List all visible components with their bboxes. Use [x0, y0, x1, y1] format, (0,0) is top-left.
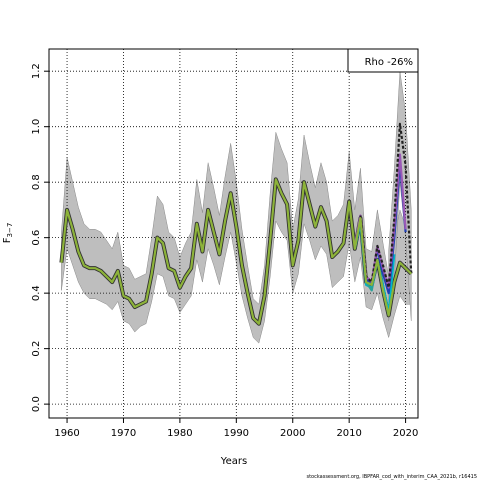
footer-credit: stockassessment.org, IBPFAR_cod_with_int…	[306, 474, 477, 480]
y-axis-title-main: F	[2, 237, 13, 243]
legend-box	[347, 48, 419, 73]
y-tick-label: 0.0	[31, 396, 42, 412]
x-tick-label: 1970	[111, 428, 136, 439]
series-line-main	[60, 178, 413, 325]
y-axis-title-sub: 3−7	[6, 223, 14, 238]
y-tick-label: 0.2	[31, 341, 42, 357]
x-axis-title: Years	[220, 456, 247, 467]
x-tick-label: 1980	[167, 428, 192, 439]
y-axis-title: F3−7	[2, 223, 14, 244]
confidence-bands	[61, 71, 412, 344]
y-tick-label: 1.0	[31, 119, 42, 135]
x-tick-label: 2010	[336, 428, 361, 439]
y-tick-label: 0.4	[31, 285, 42, 301]
x-tick-label: 2000	[280, 428, 305, 439]
x-axis-ticks: 1960 1970 1980 1990 2000 2010 2020	[54, 418, 418, 439]
x-tick-label: 1960	[54, 428, 79, 439]
x-tick-label: 1990	[224, 428, 249, 439]
legend-text: Rho -26%	[365, 57, 413, 68]
series-lines	[59, 122, 413, 326]
x-tick-label: 2020	[393, 428, 418, 439]
y-tick-label: 0.6	[31, 230, 42, 246]
series-line-retro-5	[359, 122, 413, 289]
plot-frame	[48, 48, 419, 419]
legend: Rho -26%	[347, 48, 419, 73]
y-tick-label: 0.8	[31, 174, 42, 190]
y-axis-ticks: 0.0 0.2 0.4 0.6 0.8 1.0 1.2	[31, 63, 49, 412]
y-tick-label: 1.2	[31, 63, 42, 79]
